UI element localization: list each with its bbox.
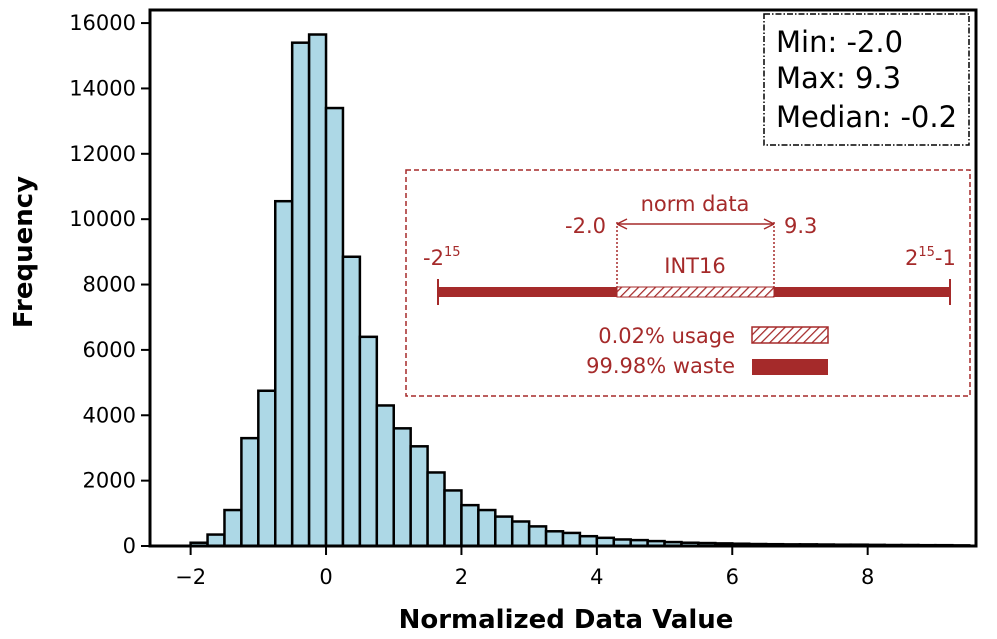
histogram-bar — [324, 106, 345, 548]
stats-min: Min: -2.0 — [776, 25, 903, 59]
histogram-bar — [307, 33, 328, 548]
histogram-bar — [274, 199, 294, 548]
format-label: INT16 — [664, 254, 725, 278]
norm-data-arrow-right-head — [763, 218, 775, 230]
usage-label: 0.02% usage — [598, 324, 735, 348]
stats-median: Median: -0.2 — [776, 100, 957, 134]
histogram-bar — [290, 41, 311, 548]
histogram-bar — [527, 525, 548, 548]
histogram-bar — [477, 508, 497, 548]
histogram-bar — [358, 335, 379, 548]
histogram-bar — [341, 255, 362, 548]
x-axis-ticks: −2 0 2 4 6 8 — [175, 546, 874, 589]
norm-data-segment — [616, 286, 775, 298]
y-tick-label: 4000 — [83, 403, 136, 427]
histogram-bar — [409, 445, 429, 548]
y-tick-label: 16000 — [69, 11, 136, 35]
usage-swatch — [751, 326, 829, 344]
x-axis-title: Normalized Data Value — [399, 605, 734, 635]
inset-border — [405, 169, 971, 397]
histogram-bar — [460, 503, 480, 548]
y-tick-label: 0 — [123, 534, 136, 558]
data-max-label: 9.3 — [784, 214, 817, 238]
histogram-bar — [426, 471, 446, 548]
histogram-bar — [375, 404, 395, 548]
stats-max: Max: 9.3 — [776, 61, 901, 95]
x-tick-label: 8 — [861, 565, 874, 589]
int16-min-label: -215 — [423, 245, 461, 270]
int16-range-inset: -215 215-1 norm data -2.0 9.3 INT16 0.02… — [405, 169, 971, 397]
norm-data-arrow-left-head — [616, 218, 628, 230]
histogram-bar — [510, 520, 531, 548]
plot-frame — [148, 8, 978, 548]
histogram-bar — [443, 489, 463, 548]
histogram-bar — [257, 389, 277, 548]
x-tick-label: 6 — [726, 565, 739, 589]
x-tick-label: 2 — [455, 565, 468, 589]
histogram-bar — [544, 530, 565, 548]
y-tick-label: 6000 — [83, 338, 136, 362]
y-tick-label: 12000 — [69, 142, 136, 166]
int16-max-label: 215-1 — [905, 245, 956, 270]
x-tick-label: 0 — [319, 565, 332, 589]
waste-label: 99.98% waste — [586, 354, 735, 378]
norm-data-label: norm data — [641, 192, 750, 216]
histogram-bar — [561, 531, 582, 548]
histogram-bar — [392, 427, 412, 548]
histogram-bar — [206, 533, 226, 548]
histogram-bars — [189, 33, 971, 548]
y-tick-label: 8000 — [83, 273, 136, 297]
histogram-bar — [240, 436, 260, 548]
x-tick-label: 4 — [590, 565, 603, 589]
histogram-bar — [223, 508, 243, 548]
histogram-bar — [494, 515, 514, 548]
stats-box: Min: -2.0 Max: 9.3 Median: -0.2 — [763, 13, 970, 146]
y-tick-label: 2000 — [83, 469, 136, 493]
data-min-label: -2.0 — [565, 214, 606, 238]
y-tick-label: 14000 — [69, 76, 136, 100]
waste-swatch — [752, 359, 828, 375]
stats-box-border — [763, 13, 970, 146]
y-axis-title: Frequency — [9, 176, 39, 328]
y-tick-label: 10000 — [69, 207, 136, 231]
y-axis-ticks: 0 2000 4000 6000 8000 10000 12000 14000 16000 — [69, 11, 150, 558]
x-tick-label: −2 — [175, 565, 206, 589]
